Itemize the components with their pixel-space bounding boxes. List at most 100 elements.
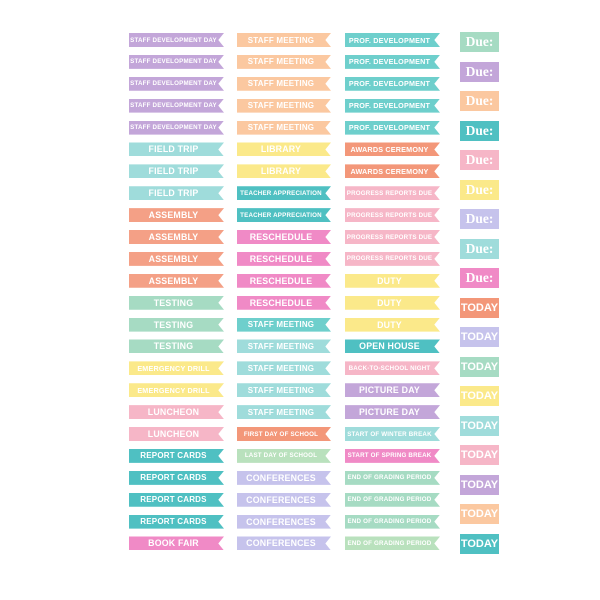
- flag-label: EMERGENCY DRILL: [137, 363, 210, 373]
- planner-flag: TESTING: [129, 339, 224, 354]
- due-sticker: Due:: [460, 238, 499, 259]
- sticker-label: TODAY: [460, 390, 499, 402]
- flag-label: BOOK FAIR: [148, 538, 199, 549]
- planner-flag: OPEN HOUSE: [345, 339, 440, 354]
- planner-flag: PROF. DEVELOPMENT: [345, 54, 440, 69]
- flag-label: PICTURE DAY: [358, 385, 421, 396]
- flag-label: PROGRESS REPORTS DUE: [346, 189, 433, 197]
- flag-label: ASSEMBLY: [148, 232, 199, 243]
- planner-flag: STAFF DEVELOPMENT DAY: [129, 33, 224, 47]
- flag-label: PROF. DEVELOPMENT: [348, 57, 431, 67]
- flag-label: STAFF MEETING: [247, 385, 315, 395]
- today-sticker: TODAY: [460, 415, 499, 436]
- sticker-label: Due:: [465, 211, 494, 226]
- planner-flag: PROF. DEVELOPMENT: [345, 33, 440, 47]
- due-sticker: Due:: [460, 268, 499, 288]
- flag-label: STAFF MEETING: [247, 320, 315, 330]
- planner-flag: STAFF MEETING: [237, 339, 331, 354]
- due-sticker: Due:: [460, 209, 499, 229]
- sticker-label: Due:: [465, 63, 494, 79]
- flag-label: PROF. DEVELOPMENT: [348, 79, 431, 89]
- flag-label: STAFF DEVELOPMENT DAY: [130, 80, 217, 88]
- planner-flag: CONFERENCES: [237, 536, 331, 551]
- planner-flag: DUTY: [345, 273, 440, 288]
- flag-column-3: PROF. DEVELOPMENT PROF. DEVELOPMENT PROF. …: [345, 33, 440, 558]
- planner-flag: LUNCHEON: [129, 427, 224, 442]
- flag-label: AWARDS CEREMONY: [350, 166, 429, 176]
- flag-label: BACK-TO-SCHOOL NIGHT: [348, 364, 431, 372]
- planner-flag: TESTING: [129, 295, 224, 310]
- sticker-label: TODAY: [460, 537, 499, 550]
- sticker-label: TODAY: [460, 331, 499, 343]
- flag-label: TESTING: [153, 341, 194, 352]
- flag-label: END OF GRADING PERIOD: [347, 518, 432, 526]
- planner-flag: LIBRARY: [237, 164, 331, 179]
- planner-flag: BOOK FAIR: [129, 536, 224, 551]
- planner-flag: PROGRESS REPORTS DUE: [345, 230, 440, 245]
- planner-flag: END OF GRADING PERIOD: [345, 514, 440, 529]
- flag-label: STAFF DEVELOPMENT DAY: [130, 58, 217, 66]
- flag-label: CONFERENCES: [246, 538, 316, 549]
- flag-label: END OF GRADING PERIOD: [347, 474, 432, 482]
- sticker-label: Due:: [465, 240, 494, 256]
- planner-flag: RESCHEDULE: [237, 251, 331, 266]
- flag-label: STAFF DEVELOPMENT DAY: [130, 102, 217, 110]
- planner-flag: FIELD TRIP: [129, 186, 224, 201]
- flag-label: RESCHEDULE: [249, 297, 313, 308]
- planner-flag: ASSEMBLY: [129, 251, 224, 266]
- planner-flag: ASSEMBLY: [129, 230, 224, 245]
- sticker-label: Due:: [465, 270, 494, 285]
- flag-label: DUTY: [377, 297, 402, 308]
- planner-flag: PROF. DEVELOPMENT: [345, 98, 440, 113]
- planner-flag: PROGRESS REPORTS DUE: [345, 186, 440, 201]
- flag-label: RESCHEDULE: [249, 232, 313, 243]
- flag-label: END OF GRADING PERIOD: [347, 496, 432, 504]
- flag-label: PROGRESS REPORTS DUE: [346, 233, 433, 241]
- planner-flag: REPORT CARDS: [129, 448, 224, 463]
- planner-flag: LIBRARY: [237, 142, 331, 157]
- planner-flag: AWARDS CEREMONY: [345, 142, 440, 157]
- sticker-label: TODAY: [460, 360, 499, 373]
- planner-flag: CONFERENCES: [237, 492, 331, 507]
- flag-label: STAFF MEETING: [247, 363, 315, 373]
- flag-label: PROF. DEVELOPMENT: [348, 101, 431, 111]
- planner-flag: STAFF MEETING: [237, 405, 331, 420]
- planner-flag: START OF WINTER BREAK: [345, 427, 440, 442]
- flag-label: START OF WINTER BREAK: [347, 430, 432, 438]
- planner-flag: PROGRESS REPORTS DUE: [345, 251, 440, 266]
- planner-flag: REPORT CARDS: [129, 470, 224, 485]
- flag-label: STAFF MEETING: [247, 79, 315, 89]
- planner-flag: PROF. DEVELOPMENT: [345, 76, 440, 91]
- flag-label: CONFERENCES: [246, 472, 316, 483]
- flag-label: CONFERENCES: [246, 494, 316, 505]
- planner-flag: TEACHER APPRECIATION: [237, 208, 331, 223]
- due-sticker: Due:: [460, 91, 499, 111]
- planner-flag: STAFF DEVELOPMENT DAY: [129, 98, 224, 113]
- flag-label: LIBRARY: [260, 166, 302, 177]
- sticker-label: TODAY: [460, 508, 499, 520]
- flag-label: RESCHEDULE: [249, 275, 313, 286]
- planner-flag: ASSEMBLY: [129, 208, 224, 223]
- today-sticker: TODAY: [460, 445, 499, 465]
- flag-label: END OF GRADING PERIOD: [347, 539, 432, 547]
- flag-label: LIBRARY: [260, 144, 302, 155]
- planner-flag: LUNCHEON: [129, 405, 224, 420]
- flag-label: STAFF DEVELOPMENT DAY: [130, 36, 217, 44]
- planner-flag: FIELD TRIP: [129, 164, 224, 179]
- flag-column-2: STAFF MEETING STAFF MEETING STAFF MEETING S…: [237, 33, 331, 558]
- flag-label: FIELD TRIP: [148, 188, 199, 199]
- flag-label: EMERGENCY DRILL: [137, 385, 210, 395]
- sticker-label: TODAY: [460, 301, 499, 314]
- flag-label: STAFF MEETING: [247, 123, 315, 133]
- flag-label: STAFF MEETING: [247, 57, 315, 67]
- flag-label: ASSEMBLY: [148, 210, 199, 221]
- flag-label: PROF. DEVELOPMENT: [348, 35, 431, 45]
- flag-label: CONFERENCES: [246, 516, 316, 527]
- flag-label: DUTY: [377, 319, 402, 330]
- flag-label: TESTING: [153, 297, 194, 308]
- planner-flag: EMERGENCY DRILL: [129, 383, 224, 398]
- due-sticker: Due:: [460, 120, 499, 141]
- flag-label: REPORT CARDS: [140, 495, 207, 505]
- flag-label: TEACHER APPRECIATION: [240, 189, 322, 197]
- planner-flag: STAFF DEVELOPMENT DAY: [129, 54, 224, 69]
